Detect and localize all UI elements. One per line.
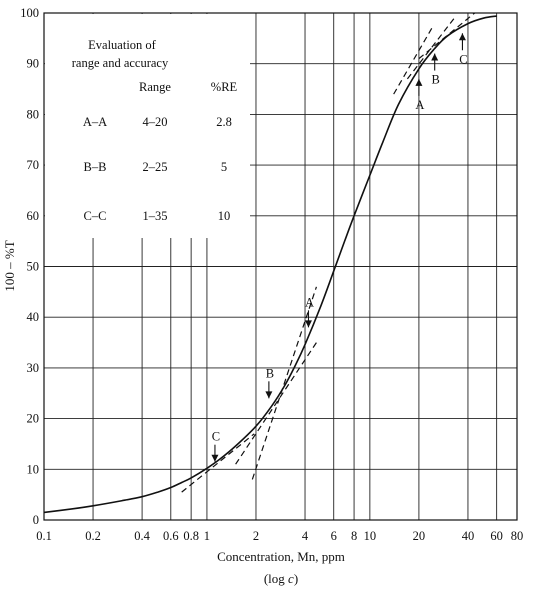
annotation-label-a: A	[415, 98, 424, 112]
tangent-line-b	[235, 342, 317, 465]
y-tick-label: 0	[33, 513, 39, 527]
y-tick-label: 40	[27, 310, 40, 324]
tangent-line-c	[418, 12, 476, 60]
x-tick-label: 4	[302, 529, 309, 543]
x-tick-label: 8	[351, 529, 357, 543]
y-tick-label: 50	[27, 260, 40, 274]
y-axis-title: 100 – %T	[2, 240, 17, 291]
annotation-label-b: B	[432, 73, 440, 87]
y-tick-label: 20	[27, 412, 40, 426]
legend-cell: A–A	[83, 115, 107, 129]
absorbance-curve-line	[43, 15, 497, 514]
annotation-label-a: A	[305, 295, 314, 309]
y-tick-label: 30	[27, 361, 40, 375]
x-tick-label: 1	[204, 529, 210, 543]
annotation-arrow-head	[415, 78, 423, 86]
legend-cell: 10	[218, 209, 231, 223]
legend-cell: 2.8	[216, 115, 232, 129]
annotation-arrow-head	[265, 391, 273, 399]
tangent-lines	[181, 12, 476, 493]
y-tick-label: 10	[27, 462, 40, 476]
tangent-line-a	[393, 27, 433, 95]
y-tick-label: 80	[27, 107, 40, 121]
legend-title-line-2: range and accuracy	[72, 56, 169, 70]
plot-frame	[43, 12, 518, 521]
x-tick-label: 80	[511, 529, 524, 543]
legend-box: Evaluation of range and accuracy Range %RE A…	[45, 14, 250, 238]
annotation-arrow-head	[304, 320, 312, 328]
tangent-line-b	[406, 17, 455, 80]
x-tick-label: 10	[364, 529, 377, 543]
legend-column-header: %RE	[211, 80, 238, 94]
annotation-label-b: B	[266, 366, 274, 380]
curve-layer	[43, 15, 497, 514]
y-tick-label: 90	[27, 57, 40, 71]
x-tick-label: 2	[253, 529, 259, 543]
y-tick-label: 60	[27, 209, 40, 223]
x-axis-title: Concentration, Mn, ppm	[217, 549, 345, 564]
annotation-arrow-head	[431, 53, 439, 61]
y-tick-label: 100	[20, 6, 39, 20]
tick-labels: 0.1 0.2 0.4 0.6 0.8 1 2 4 6 8 10 20 40 60 80 0 10 20 30 40 5…	[20, 6, 523, 543]
legend-title-line-1: Evaluation of	[88, 38, 157, 52]
legend-cell: C–C	[84, 209, 107, 223]
y-tick-label: 70	[27, 158, 40, 172]
legend-cell: 5	[221, 160, 227, 174]
x-tick-label: 0.1	[36, 529, 52, 543]
x-tick-label: 6	[331, 529, 337, 543]
x-tick-label: 0.8	[183, 529, 199, 543]
x-tick-label: 20	[413, 529, 426, 543]
legend-background	[45, 14, 250, 238]
x-tick-label: 0.4	[134, 529, 150, 543]
legend-cell: 1–35	[143, 209, 168, 223]
annotation-arrow-head	[211, 454, 219, 462]
legend-cell: 4–20	[143, 115, 168, 129]
x-tick-label: 40	[462, 529, 475, 543]
tangent-line-a	[251, 286, 318, 480]
tangent-line-c	[181, 433, 255, 493]
x-tick-label: 0.6	[163, 529, 179, 543]
x-tick-label: 0.2	[85, 529, 101, 543]
legend-cell: 2–25	[143, 160, 168, 174]
axis-titles: Concentration, Mn, ppm (log c) 100 – %T	[2, 240, 345, 586]
annotation-label-c: C	[212, 430, 220, 444]
x-axis-subtitle: (log c)	[264, 571, 298, 586]
annotation-arrow-head	[458, 33, 466, 41]
legend-column-header: Range	[139, 80, 171, 94]
legend-cell: B–B	[84, 160, 107, 174]
annotation-label-c: C	[459, 52, 467, 66]
x-tick-label: 60	[490, 529, 503, 543]
